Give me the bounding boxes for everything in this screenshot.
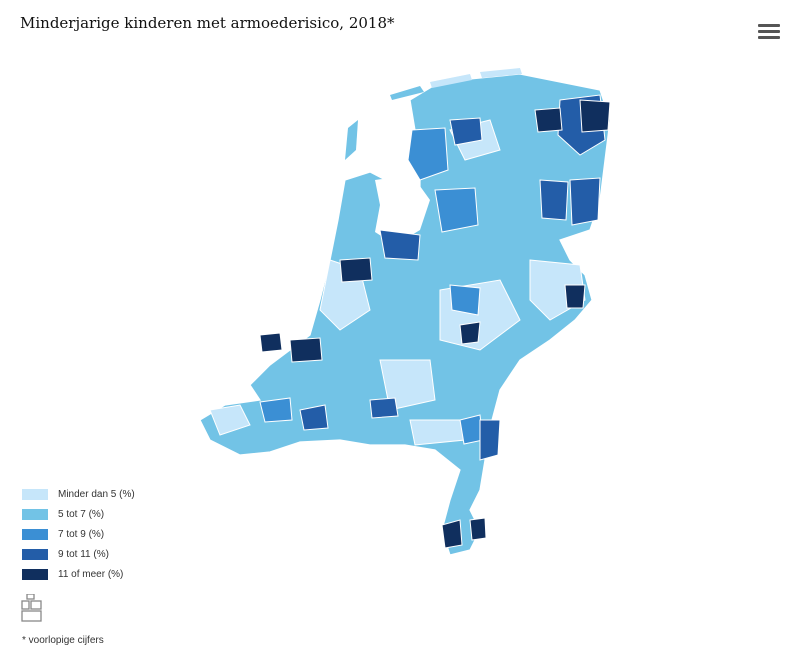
region [534,107,563,133]
cbs-logo-icon [21,594,42,622]
legend-swatch [22,568,48,580]
region [289,337,323,363]
region [564,284,586,309]
region [569,177,601,226]
region [479,419,501,461]
region [539,179,569,221]
region [379,359,436,411]
legend-item[interactable]: 11 of meer (%) [22,564,135,584]
region [339,257,373,283]
region [379,229,421,261]
region [209,404,251,436]
region [369,397,399,419]
legend-swatch [22,548,48,560]
legend-swatch [22,508,48,520]
footnote: * voorlopige cijfers [22,635,104,646]
region [469,517,487,541]
legend: Minder dan 5 (%) 5 tot 7 (%) 7 tot 9 (%)… [22,484,135,584]
legend-item[interactable]: Minder dan 5 (%) [22,484,135,504]
region [459,321,481,345]
island [480,68,522,78]
region [579,99,611,133]
island [430,74,472,88]
region [299,404,329,431]
region [434,187,479,233]
island [345,120,358,160]
hamburger-menu-icon[interactable] [758,24,780,42]
region [259,332,283,353]
legend-swatch [22,488,48,500]
legend-swatch [22,528,48,540]
island [390,86,424,100]
chart-title: Minderjarige kinderen met armoederisico,… [20,14,395,32]
legend-label: 9 tot 11 (%) [58,548,109,560]
region [449,117,483,146]
legend-label: 5 tot 7 (%) [58,508,105,520]
region [259,397,293,423]
legend-label: Minder dan 5 (%) [58,488,135,500]
region [441,519,463,549]
legend-item[interactable]: 5 tot 7 (%) [22,504,135,524]
legend-item[interactable]: 7 tot 9 (%) [22,524,135,544]
legend-label: 7 tot 9 (%) [58,528,105,540]
netherlands-map [199,68,611,556]
region [407,127,449,181]
legend-item[interactable]: 9 tot 11 (%) [22,544,135,564]
region [409,419,466,446]
region [449,284,481,316]
legend-label: 11 of meer (%) [58,568,124,580]
ijsselmeer [375,175,430,245]
